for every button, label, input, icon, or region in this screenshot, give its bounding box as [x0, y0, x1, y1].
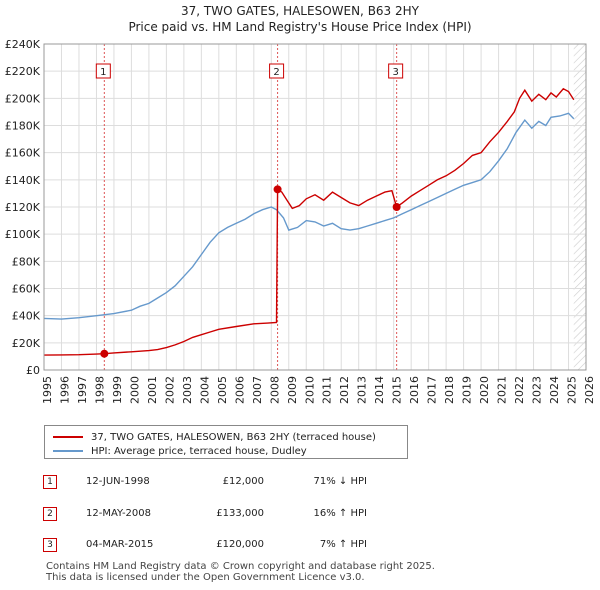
sale-point: [273, 185, 282, 194]
x-tick-label: 2016: [408, 376, 421, 404]
sale-marker-badge: [388, 63, 404, 79]
legend-item-hpi: HPI: Average price, terraced house, Dudl…: [53, 444, 307, 458]
x-tick-label: 2025: [566, 376, 579, 404]
x-tick-label: 2023: [531, 376, 544, 404]
transaction-row: 1 12-JUN-1998 £12,000 71% ↓ HPI: [42, 475, 462, 492]
x-tick-label: 2012: [338, 376, 351, 404]
x-tick-label: 2004: [198, 376, 211, 404]
legend-swatch-blue: [53, 450, 83, 452]
x-tick-label: 2014: [373, 376, 386, 404]
sale-marker-badge: [95, 63, 111, 79]
x-tick-label: 1995: [41, 376, 54, 404]
x-tick-label: 2007: [251, 376, 264, 404]
sale-marker-badge: [269, 63, 285, 79]
y-tick-label: £100K: [5, 228, 41, 241]
x-tick-label: 2010: [303, 376, 316, 404]
footer-licence: This data is licensed under the Open Gov…: [46, 572, 365, 583]
x-tick-label: 2019: [461, 376, 474, 404]
footer-copyright: Contains HM Land Registry data © Crown c…: [46, 561, 435, 572]
transaction-date: 12-JUN-1998: [86, 476, 150, 487]
y-tick-label: £40K: [12, 310, 41, 323]
transaction-badge: 1: [43, 475, 57, 489]
x-tick-label: 1996: [58, 376, 71, 404]
transaction-date: 12-MAY-2008: [86, 508, 152, 519]
x-tick-label: 2026: [583, 376, 596, 404]
x-tick-label: 1999: [111, 376, 124, 404]
hpi-series-line: [43, 112, 575, 320]
chart-legend: 37, TWO GATES, HALESOWEN, B63 2HY (terra…: [44, 425, 408, 459]
transaction-row: 2 12-MAY-2008 £133,000 16% ↑ HPI: [42, 507, 462, 524]
x-tick-label: 2001: [146, 376, 159, 404]
y-tick-label: £160K: [5, 147, 41, 160]
y-tick-label: £120K: [5, 201, 41, 214]
transaction-price: £12,000: [222, 476, 264, 487]
transaction-date: 04-MAR-2015: [86, 539, 154, 550]
transaction-price: £120,000: [216, 539, 264, 550]
x-tick-label: 2020: [478, 376, 491, 404]
y-tick-label: £80K: [12, 255, 41, 268]
transaction-hpi-diff: 71% ↓ HPI: [313, 476, 367, 487]
x-tick-label: 2015: [391, 376, 404, 404]
plot-frame: [43, 43, 587, 371]
x-tick-label: 2017: [426, 376, 439, 404]
x-tick-label: 2022: [513, 376, 526, 404]
y-tick-label: £20K: [12, 337, 41, 350]
x-tick-label: 2011: [321, 376, 334, 404]
transaction-hpi-diff: 7% ↑ HPI: [319, 539, 367, 550]
chart-title-line1: 37, TWO GATES, HALESOWEN, B63 2HY: [180, 4, 419, 18]
y-tick-label: £180K: [5, 120, 41, 133]
transaction-price: £133,000: [216, 508, 264, 519]
x-tick-label: 2008: [268, 376, 281, 404]
property-series-line: [43, 87, 575, 356]
y-tick-label: £0: [26, 364, 40, 377]
transaction-hpi-diff: 16% ↑ HPI: [313, 508, 367, 519]
x-tick-label: 2005: [216, 376, 229, 404]
x-tick-label: 2000: [128, 376, 141, 404]
transaction-row: 3 04-MAR-2015 £120,000 7% ↑ HPI: [42, 538, 462, 555]
transaction-badge: 2: [43, 507, 57, 521]
legend-swatch-red: [53, 436, 83, 438]
sale-point: [392, 203, 401, 211]
legend-label-hpi: HPI: Average price, terraced house, Dudl…: [91, 445, 307, 457]
y-tick-label: £140K: [5, 174, 41, 187]
sale-point: [100, 349, 109, 358]
x-tick-label: 2003: [181, 376, 194, 404]
x-tick-label: 1997: [76, 376, 89, 404]
x-tick-label: 2018: [443, 376, 456, 404]
legend-item-property: 37, TWO GATES, HALESOWEN, B63 2HY (terra…: [53, 430, 376, 444]
sale-marker-label: 3: [392, 67, 398, 78]
x-tick-label: 2021: [496, 376, 509, 404]
y-tick-label: £60K: [12, 283, 41, 296]
x-tick-label: 2024: [548, 376, 561, 404]
sale-marker-label: 1: [100, 67, 106, 78]
transaction-badge: 3: [43, 538, 57, 552]
x-tick-label: 2002: [163, 376, 176, 404]
price-chart: 1995 1996 1997 1998 1999 2000 2001 2002 2003 2004…: [5, 38, 596, 404]
x-tick-label: 2013: [356, 376, 369, 404]
legend-label-property: 37, TWO GATES, HALESOWEN, B63 2HY (terra…: [91, 431, 376, 443]
y-tick-label: £220K: [5, 65, 41, 78]
x-tick-label: 1998: [93, 376, 106, 404]
sale-marker-label: 2: [273, 67, 279, 78]
x-tick-label: 2009: [286, 376, 299, 404]
y-tick-label: £200K: [5, 92, 41, 105]
x-tick-label: 2006: [233, 376, 246, 404]
chart-title-line2: Price paid vs. HM Land Registry's House …: [128, 20, 472, 34]
y-tick-label: £240K: [5, 38, 41, 51]
